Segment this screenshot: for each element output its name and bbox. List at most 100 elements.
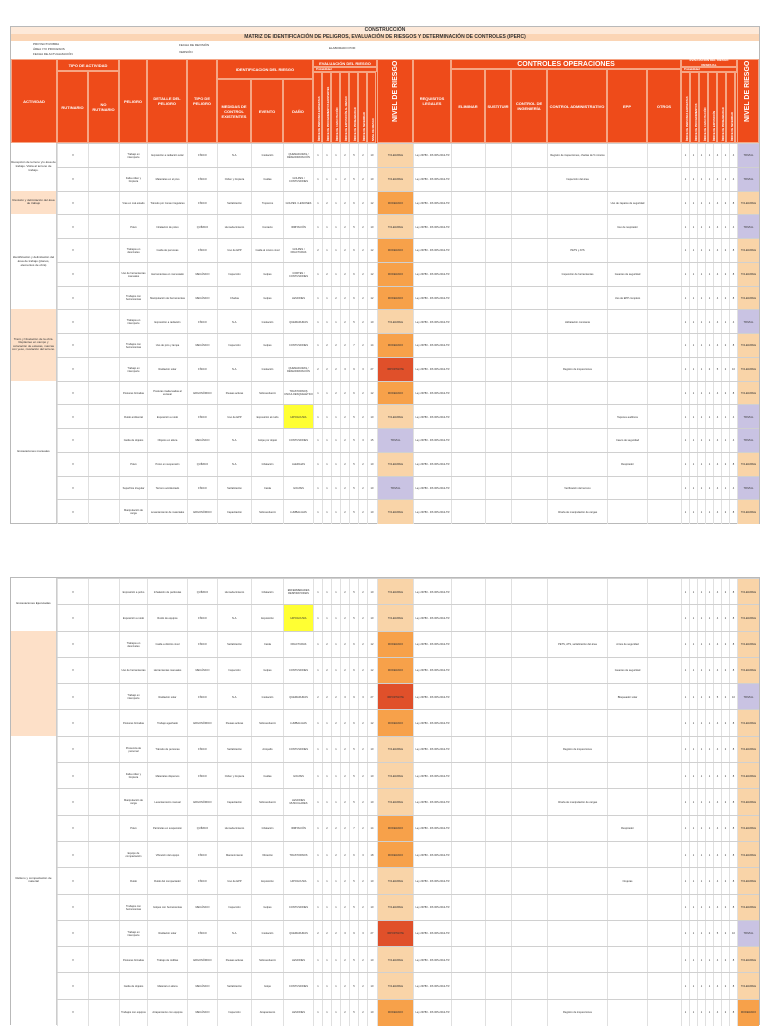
evento-cell: Golpes xyxy=(251,334,283,358)
residual-value-cell: 4 xyxy=(713,657,721,685)
eval-value-cell: 2 xyxy=(313,357,322,382)
nivel-final-cell: TRIVIAL xyxy=(737,310,759,334)
rutinario-cell: X xyxy=(57,657,88,685)
requisitos-cell: Ley 29783 - DS 005-2012-TR xyxy=(413,763,451,790)
document-subtitle: MATRIZ DE IDENTIFICACIÓN DE PELIGROS, EV… xyxy=(11,34,759,41)
no-rutinario-cell xyxy=(88,476,119,501)
eval-value-cell: 2 xyxy=(358,144,367,168)
sustituir-cell xyxy=(485,947,511,974)
residual-value-cell: 1 xyxy=(705,973,713,1000)
residual-value-cell: 2 xyxy=(721,999,729,1026)
eval-value-cell: 5 xyxy=(349,868,358,895)
dano-cell: QUEMADURAS xyxy=(283,684,313,711)
ingenieria-cell xyxy=(511,868,547,895)
administrativo-cell: PETS, ATS, señalización del área xyxy=(547,631,607,658)
tipo-peligro-cell: ERGONÓMICO xyxy=(187,381,217,406)
eval-value-cell: 5 xyxy=(349,605,358,632)
eval-value-cell: 1 xyxy=(313,789,322,816)
residual-value-cell: 4 xyxy=(713,631,721,658)
medidas-cell: Señalización xyxy=(217,973,251,1000)
epp-cell: Guantes de seguridad xyxy=(607,262,647,287)
detalle-cell: Herramientas manuales xyxy=(147,657,187,685)
ingenieria-cell xyxy=(511,710,547,737)
residual-value-cell: 1 xyxy=(697,920,705,948)
header-sustituir: SUSTITUIR xyxy=(485,69,511,143)
sustituir-cell xyxy=(485,763,511,790)
otros-cell xyxy=(647,191,681,216)
sustituir-cell xyxy=(485,381,511,406)
administrativo-cell xyxy=(547,452,607,477)
peligro-cell: Trabajos con herramientas xyxy=(119,334,147,358)
nivel-riesgo-cell: MODERADO xyxy=(377,657,413,685)
no-rutinario-cell xyxy=(88,999,119,1026)
evento-cell: Insolación xyxy=(251,144,283,168)
rutinario-cell: X xyxy=(57,429,88,453)
table-row: X Trabajo en intemperie Radiación solar FÍS… xyxy=(11,683,759,711)
eval-value-cell: 1 xyxy=(313,973,322,1000)
medidas-cell: Mantenimiento xyxy=(217,841,251,869)
activity-group: Recepción de terreno y/o área de trabajo… xyxy=(11,143,57,191)
sustituir-cell xyxy=(485,684,511,711)
epp-cell xyxy=(607,920,647,948)
residual-value-cell: 1 xyxy=(689,973,697,1000)
eval-value-cell: 1 xyxy=(313,452,322,477)
dano-cell: LUMBALGIAS xyxy=(283,710,313,737)
residual-value-cell: 1 xyxy=(697,579,705,606)
residual-value-cell: 1 xyxy=(721,405,729,429)
ingenieria-cell xyxy=(511,841,547,869)
eval-value-cell: 1 xyxy=(313,334,322,358)
epp-cell xyxy=(607,763,647,790)
residual-value-cell: 4 xyxy=(713,579,721,606)
eval-value-cell: 10 xyxy=(367,894,376,921)
sustituir-cell xyxy=(485,789,511,816)
residual-value-cell: 1 xyxy=(689,334,697,358)
eval-value-cell: 1 xyxy=(331,476,340,501)
eval-value-cell: 6 xyxy=(349,286,358,311)
ingenieria-cell xyxy=(511,631,547,658)
residual-value-cell: 1 xyxy=(721,167,729,192)
eval-value-cell: 10 xyxy=(367,144,376,168)
eliminar-cell xyxy=(451,429,485,453)
rutinario-cell: X xyxy=(57,605,88,632)
peligro-cell: Ruido xyxy=(119,868,147,895)
meta-prepared-by: ELABORADO POR: xyxy=(329,46,356,50)
no-rutinario-cell xyxy=(88,334,119,358)
administrativo-cell: PETS y ATS xyxy=(547,239,607,263)
sustituir-cell xyxy=(485,894,511,921)
eval-value-cell: 5 xyxy=(349,310,358,334)
rutinario-cell: X xyxy=(57,215,88,239)
activity-group xyxy=(11,630,57,736)
residual-value-cell: 1 xyxy=(697,789,705,816)
ingenieria-cell xyxy=(511,310,547,334)
eval-value-cell: 3 xyxy=(358,357,367,382)
eval-value-cell: 1 xyxy=(313,894,322,921)
administrativo-cell: Registro de inspecciones, charlas de 5 m… xyxy=(547,144,607,168)
administrativo-cell xyxy=(547,710,607,737)
residual-value-cell: 1 xyxy=(689,684,697,711)
table-row: X Ruido Ruido del compactador FÍSICO Uso de … xyxy=(11,867,759,895)
no-rutinario-cell xyxy=(88,500,119,524)
detalle-cell: Manipulación de herramientas xyxy=(147,286,187,311)
eval-value-cell: 10 xyxy=(367,947,376,974)
residual-value-cell: 1 xyxy=(697,947,705,974)
eval-value-cell: 2 xyxy=(322,334,331,358)
requisitos-cell: Ley 29783 - DS 005-2012-TR xyxy=(413,920,451,948)
eval-value-cell: 12 xyxy=(367,262,376,287)
detalle-cell: Uso de pico y lampa xyxy=(147,334,187,358)
eval-value-cell: 2 xyxy=(358,579,367,606)
eval-value-cell: 2 xyxy=(340,500,349,524)
tipo-peligro-cell: FÍSICO xyxy=(187,736,217,764)
ingenieria-cell xyxy=(511,789,547,816)
rutinario-cell: X xyxy=(57,710,88,737)
residual-value-cell: 2 xyxy=(721,789,729,816)
residual-value-cell: 2 xyxy=(721,684,729,711)
dano-cell: ENFERMEDADES RESPIRATORIAS xyxy=(283,579,313,606)
eval-value-cell: 1 xyxy=(331,191,340,216)
residual-value-cell: 1 xyxy=(689,841,697,869)
eval-value-cell: 2 xyxy=(322,262,331,287)
header-identificacion: IDENTIFICACION DEL RIESGO xyxy=(217,59,313,79)
residual-value-cell: 1 xyxy=(705,815,713,842)
residual-value-cell: 1 xyxy=(705,167,713,192)
eval-value-cell: 2 xyxy=(340,947,349,974)
residual-value-cell: 1 xyxy=(697,310,705,334)
